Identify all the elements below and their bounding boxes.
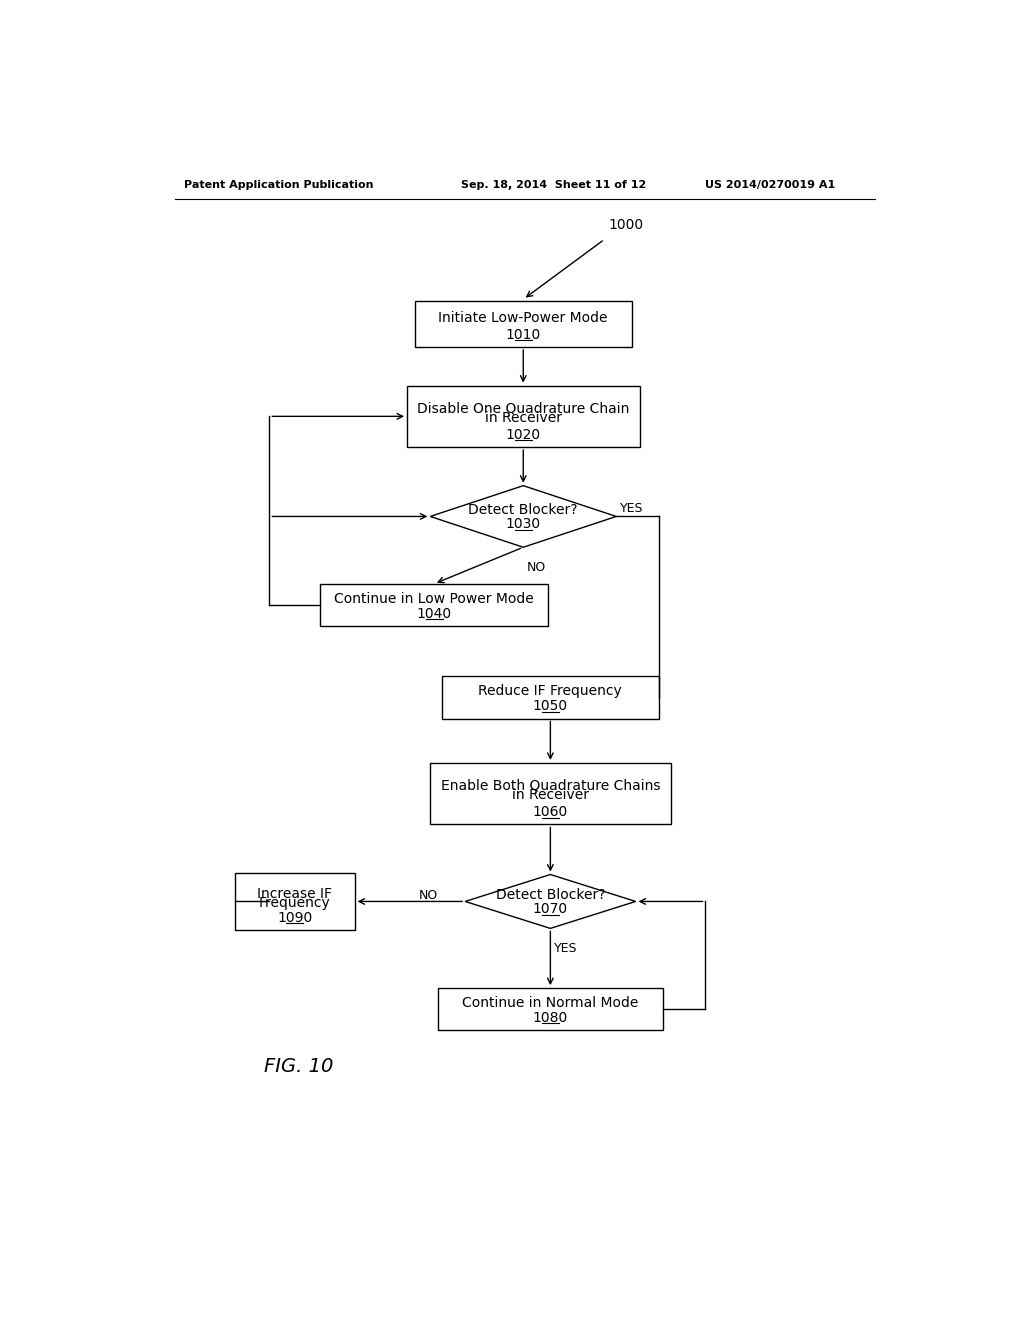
Bar bbox=[415, 301, 632, 347]
Text: NO: NO bbox=[419, 888, 438, 902]
Text: Sep. 18, 2014  Sheet 11 of 12: Sep. 18, 2014 Sheet 11 of 12 bbox=[461, 181, 646, 190]
Text: 1070: 1070 bbox=[532, 902, 568, 916]
Text: in Receiver: in Receiver bbox=[484, 411, 562, 425]
Text: 1060: 1060 bbox=[532, 805, 568, 820]
Text: US 2014/0270019 A1: US 2014/0270019 A1 bbox=[706, 181, 836, 190]
Text: 1030: 1030 bbox=[506, 517, 541, 531]
Text: 1020: 1020 bbox=[506, 428, 541, 442]
Polygon shape bbox=[430, 486, 616, 548]
Text: Enable Both Quadrature Chains: Enable Both Quadrature Chains bbox=[440, 779, 660, 793]
Text: Continue in Low Power Mode: Continue in Low Power Mode bbox=[334, 591, 534, 606]
Text: Continue in Normal Mode: Continue in Normal Mode bbox=[462, 997, 639, 1010]
Text: FIG. 10: FIG. 10 bbox=[263, 1057, 333, 1077]
Text: 1010: 1010 bbox=[506, 327, 541, 342]
Bar bbox=[442, 676, 658, 718]
Text: 1050: 1050 bbox=[532, 700, 568, 713]
Text: Detect Blocker?: Detect Blocker? bbox=[469, 503, 578, 517]
Text: YES: YES bbox=[554, 942, 578, 956]
Text: 1000: 1000 bbox=[608, 218, 644, 231]
Text: 1080: 1080 bbox=[532, 1011, 568, 1026]
Text: in Receiver: in Receiver bbox=[512, 788, 589, 803]
Bar bbox=[430, 763, 671, 825]
Text: 1040: 1040 bbox=[417, 607, 452, 620]
Text: Reduce IF Frequency: Reduce IF Frequency bbox=[478, 684, 623, 698]
Bar bbox=[438, 989, 663, 1031]
Text: Increase IF: Increase IF bbox=[257, 887, 332, 900]
Bar bbox=[407, 385, 640, 447]
Text: Initiate Low-Power Mode: Initiate Low-Power Mode bbox=[438, 310, 608, 325]
Text: YES: YES bbox=[621, 502, 644, 515]
Polygon shape bbox=[465, 875, 636, 928]
Text: Disable One Quadrature Chain: Disable One Quadrature Chain bbox=[417, 401, 630, 416]
Text: Patent Application Publication: Patent Application Publication bbox=[183, 181, 374, 190]
Text: Frequency: Frequency bbox=[259, 896, 331, 909]
Bar bbox=[319, 583, 549, 626]
Text: Detect Blocker?: Detect Blocker? bbox=[496, 888, 605, 903]
Bar bbox=[234, 873, 354, 931]
Text: 1090: 1090 bbox=[278, 911, 312, 925]
Text: NO: NO bbox=[527, 561, 547, 574]
